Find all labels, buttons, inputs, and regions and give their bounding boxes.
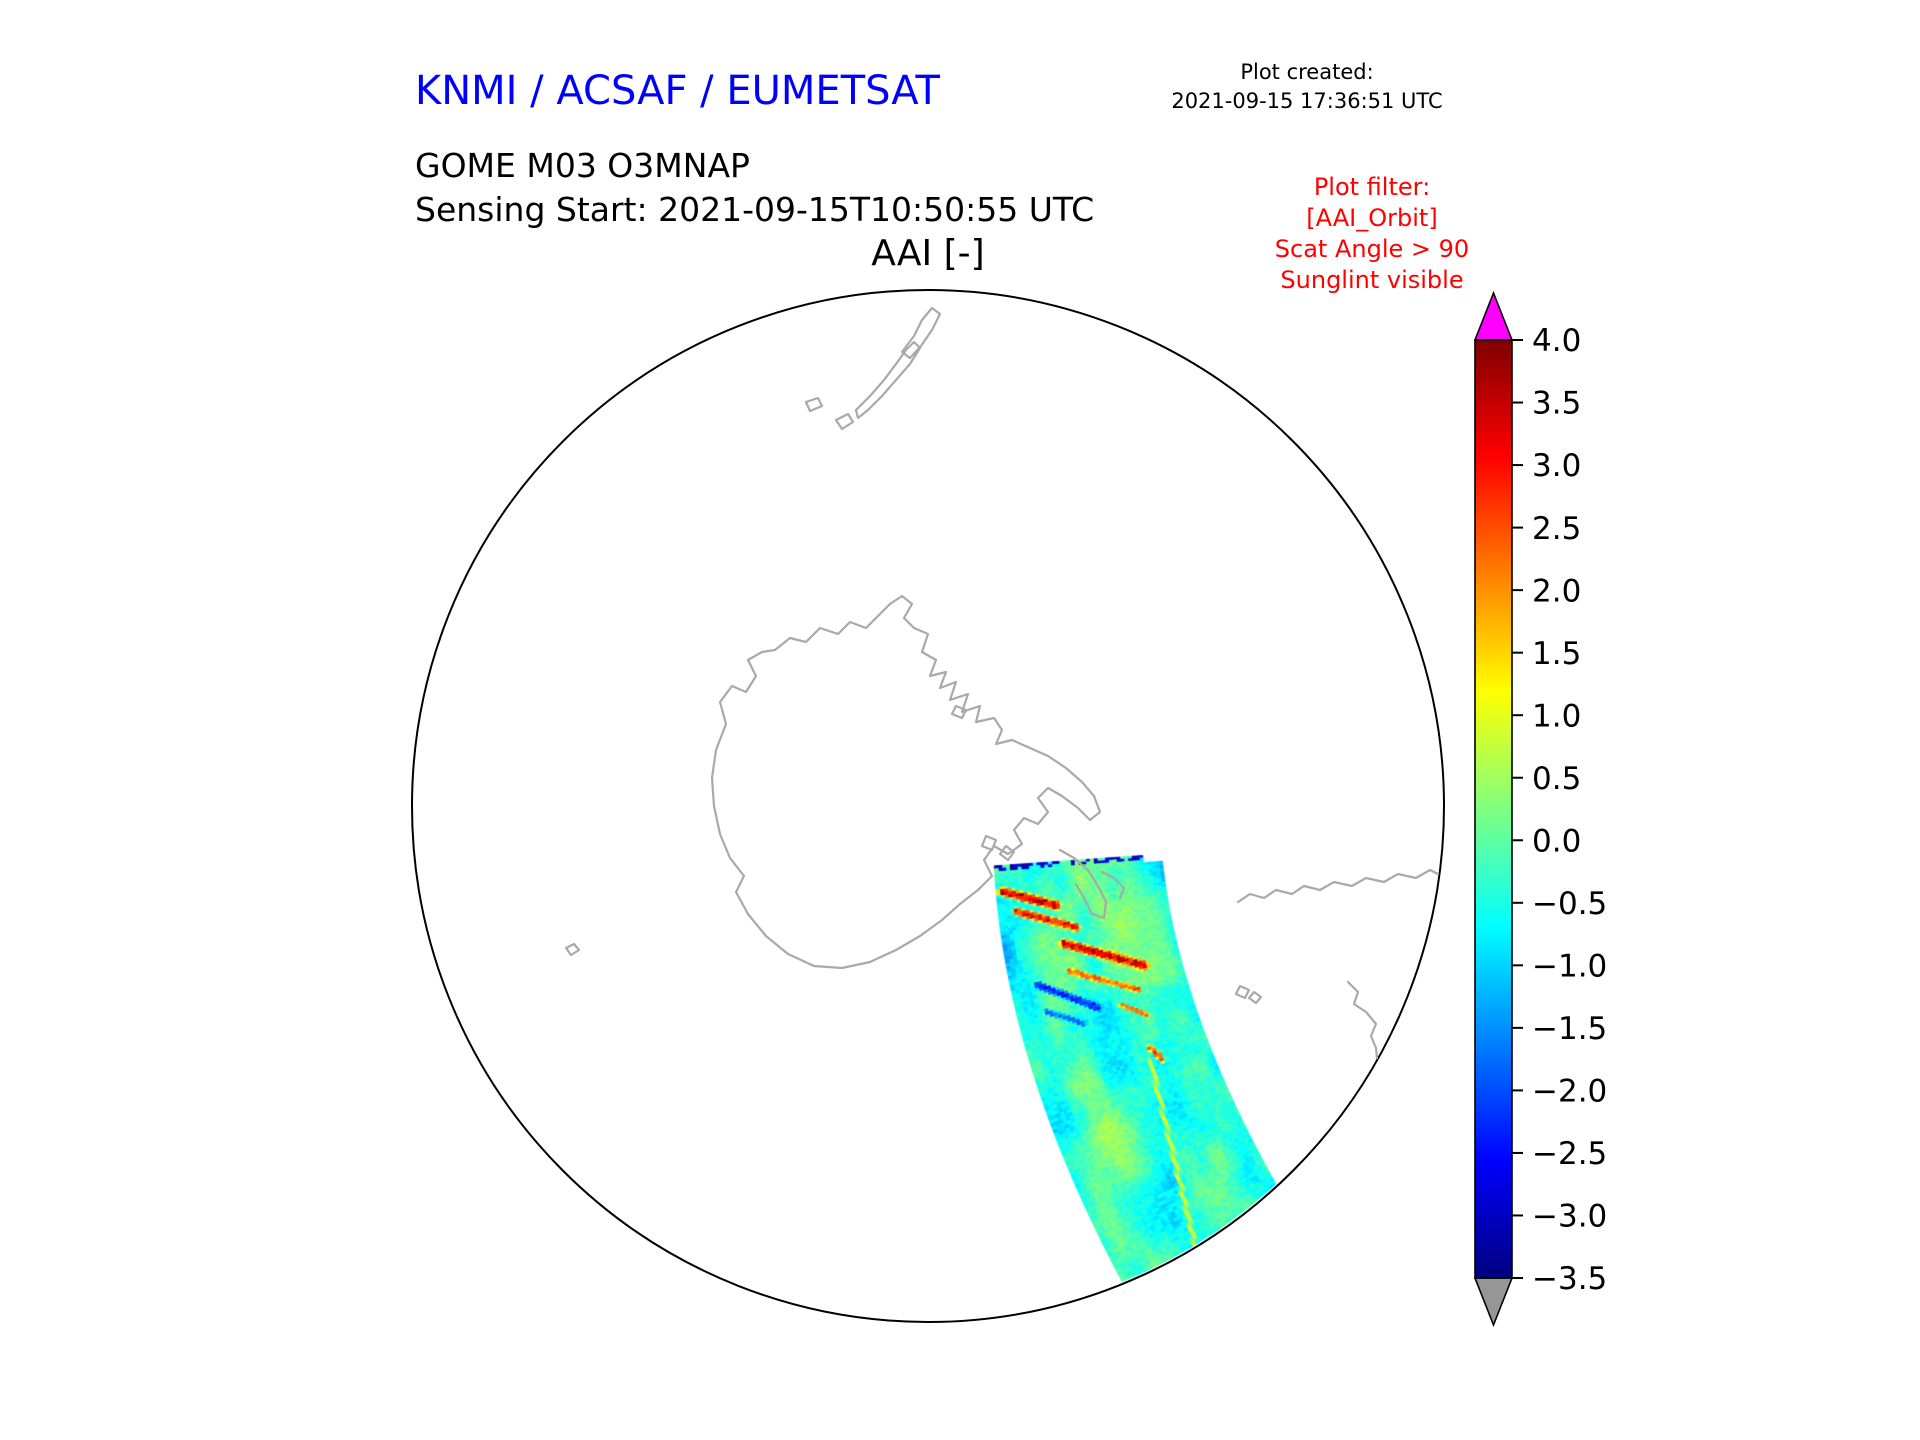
- coastline: [1100, 870, 1126, 900]
- plot-created-label: Plot created:: [1240, 60, 1374, 84]
- colorbar-tick-label: 2.5: [1532, 511, 1581, 547]
- coastline: [1234, 984, 1251, 1000]
- coastline: [1058, 848, 1108, 920]
- product-title: GOME M03 O3MNAP: [415, 146, 750, 185]
- coastline: [564, 942, 581, 957]
- colorbar-tick-label: 2.0: [1532, 573, 1581, 609]
- colorbar-tick-label: 0.5: [1532, 761, 1581, 797]
- colorbar-tick-label: 3.5: [1532, 386, 1581, 422]
- plot-created: Plot created: 2021-09-15 17:36:51 UTC: [1157, 58, 1457, 116]
- agency-title: KNMI / ACSAF / EUMETSAT: [415, 68, 940, 114]
- colorbar-bar: [1474, 339, 1513, 1279]
- coastline: [804, 396, 824, 413]
- coastline: [1236, 868, 1440, 904]
- colorbar-tick-label: 0.0: [1532, 823, 1581, 859]
- plot-filter-line: Sunglint visible: [1280, 266, 1464, 294]
- map-boundary-circle: [411, 289, 1445, 1323]
- colorbar-tick-label: −2.5: [1532, 1136, 1607, 1172]
- coastline: [1247, 990, 1263, 1005]
- colorbar: 4.0 3.5 3.0 2.5 2.0 1.5 1.0 0.5 0.0 −0.5 −1.0 −1.5 −…: [1473, 290, 1607, 1328]
- map-title: AAI [-]: [871, 233, 985, 274]
- coastline: [834, 412, 855, 431]
- colorbar-tick-label: −2.0: [1532, 1074, 1607, 1110]
- colorbar-over-triangle: [1473, 290, 1514, 341]
- colorbar-tick-label: −3.0: [1532, 1199, 1607, 1235]
- coastline: [710, 594, 1102, 970]
- plot-filter-line: Scat Angle > 90: [1274, 235, 1470, 263]
- coastline: [980, 834, 998, 852]
- plot-created-timestamp: 2021-09-15 17:36:51 UTC: [1171, 89, 1443, 113]
- coastlines-group: [564, 306, 1440, 1060]
- sensing-start: Sensing Start: 2021-09-15T10:50:55 UTC: [415, 190, 1095, 229]
- colorbar-tick-label: −1.0: [1532, 948, 1607, 984]
- plot-filter-line: Plot filter:: [1313, 173, 1431, 201]
- colorbar-tick-label: 4.0: [1532, 323, 1581, 359]
- colorbar-tick-label: −3.5: [1532, 1261, 1607, 1297]
- coastline: [950, 704, 968, 720]
- coastline: [900, 306, 942, 360]
- colorbar-tick-label: −1.5: [1532, 1011, 1607, 1047]
- coastline: [1346, 980, 1379, 1060]
- plot-filter: Plot filter: [AAI_Orbit] Scat Angle > 90…: [1222, 172, 1522, 296]
- coastline: [998, 844, 1016, 862]
- colorbar-under-triangle: [1473, 1277, 1514, 1328]
- colorbar-tick-label: 3.0: [1532, 448, 1581, 484]
- colorbar-tick-label: 1.0: [1532, 698, 1581, 734]
- colorbar-tick-label: 1.5: [1532, 636, 1581, 672]
- plot-filter-line: [AAI_Orbit]: [1306, 204, 1438, 232]
- colorbar-tick-label: −0.5: [1532, 886, 1607, 922]
- coastline: [854, 340, 922, 420]
